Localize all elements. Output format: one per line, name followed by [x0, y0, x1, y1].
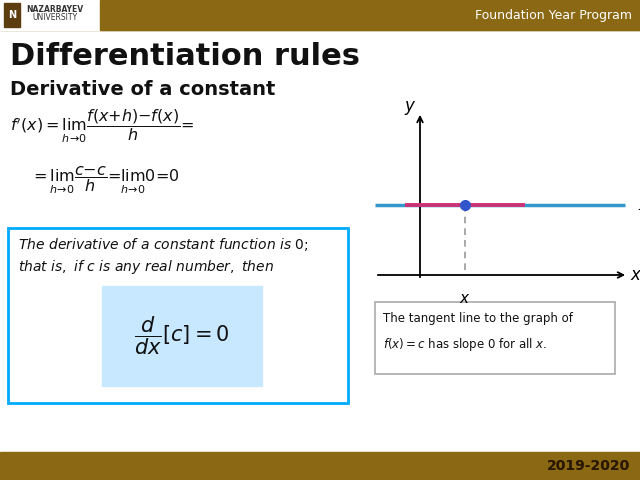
- Bar: [0, 452, 640, 480]
- Text: $\dfrac{d}{dx}[c] = 0$: $\dfrac{d}{dx}[c] = 0$: [134, 315, 230, 357]
- Bar: [0, 0, 100, 30]
- Text: 2019-2020: 2019-2020: [547, 459, 630, 473]
- Text: $y = c$: $y = c$: [638, 197, 640, 213]
- Text: Differentiation rules: Differentiation rules: [10, 42, 360, 71]
- Text: $= \lim_{h \to 0} \dfrac{c-c}{h} = \lim_{h \to 0} 0 = 0$: $= \lim_{h \to 0} \dfrac{c-c}{h} = \lim_…: [30, 165, 180, 196]
- Bar: [102, 286, 262, 386]
- Text: N: N: [8, 10, 16, 20]
- Text: Foundation Year Program: Foundation Year Program: [475, 9, 632, 22]
- Text: 2019-2020: 2019-2020: [547, 459, 630, 473]
- Text: $\mathit{The\ derivative\ of\ a\ constant\ function\ is}\ 0;$: $\mathit{The\ derivative\ of\ a\ constan…: [18, 236, 308, 253]
- Text: The tangent line to the graph of: The tangent line to the graph of: [383, 312, 573, 325]
- Text: $f(x) = c$ has slope 0 for all $x$.: $f(x) = c$ has slope 0 for all $x$.: [383, 336, 547, 353]
- Bar: [100, 0, 640, 30]
- Bar: [8, 228, 348, 403]
- Bar: [0, 0, 640, 30]
- Text: UNIVERSITY: UNIVERSITY: [33, 13, 77, 23]
- Text: $x$: $x$: [630, 266, 640, 284]
- Text: NAZARBAYEV: NAZARBAYEV: [26, 4, 84, 13]
- Bar: [375, 302, 615, 374]
- Bar: [4, 3, 20, 27]
- Text: $x$: $x$: [460, 291, 471, 306]
- Text: $y$: $y$: [404, 99, 416, 117]
- Text: $f'(x) = \lim_{h \to 0} \dfrac{f(x+h)-f(x)}{h} =$: $f'(x) = \lim_{h \to 0} \dfrac{f(x+h)-f(…: [10, 108, 195, 145]
- Text: $\mathit{that\ is,\ if\ c\ is\ any\ real\ number,\ then}$: $\mathit{that\ is,\ if\ c\ is\ any\ real…: [18, 258, 274, 276]
- Text: Derivative of a constant: Derivative of a constant: [10, 80, 275, 99]
